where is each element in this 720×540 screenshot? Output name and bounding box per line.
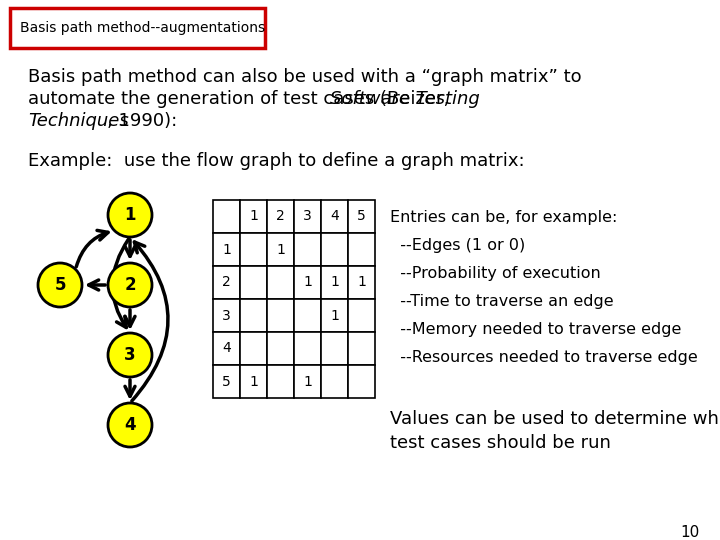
Text: 1: 1 [276, 242, 285, 256]
Bar [240, 266, 267, 299]
Text: --Time to traverse an edge: --Time to traverse an edge [390, 294, 613, 309]
Text: --Probability of execution: --Probability of execution [390, 266, 600, 281]
Bar [267, 266, 294, 299]
Circle shape [108, 403, 152, 447]
Text: Basis path method can also be used with a “graph matrix” to: Basis path method can also be used with … [28, 68, 582, 86]
Bar [240, 365, 267, 398]
Text: 2: 2 [124, 276, 136, 294]
Bar [267, 299, 294, 332]
Circle shape [108, 333, 152, 377]
Bar [348, 200, 375, 233]
Text: 3: 3 [124, 346, 136, 364]
Text: test cases should be run: test cases should be run [390, 434, 611, 452]
Bar [321, 332, 348, 365]
Text: --Edges (1 or 0): --Edges (1 or 0) [390, 238, 526, 253]
Text: 5: 5 [222, 375, 231, 388]
Text: 3: 3 [222, 308, 231, 322]
Text: 3: 3 [303, 210, 312, 224]
Bar [348, 365, 375, 398]
Text: , 1990):: , 1990): [107, 112, 177, 130]
Bar [294, 299, 321, 332]
Text: automate the generation of test cases (Beizer,: automate the generation of test cases (B… [28, 90, 455, 108]
Bar [267, 332, 294, 365]
Bar [240, 200, 267, 233]
Text: 5: 5 [357, 210, 366, 224]
Bar [267, 365, 294, 398]
Circle shape [38, 263, 82, 307]
Text: --Memory needed to traverse edge: --Memory needed to traverse edge [390, 322, 681, 337]
Text: --Resources needed to traverse edge: --Resources needed to traverse edge [390, 350, 698, 365]
Text: 4: 4 [222, 341, 231, 355]
Text: 1: 1 [125, 206, 136, 224]
Circle shape [108, 263, 152, 307]
Text: 1: 1 [303, 275, 312, 289]
Bar [213, 200, 240, 233]
Text: 1: 1 [357, 275, 366, 289]
Bar [213, 332, 240, 365]
Text: 1: 1 [303, 375, 312, 388]
Bar [213, 233, 240, 266]
Text: 4: 4 [124, 416, 136, 434]
Text: Entries can be, for example:: Entries can be, for example: [390, 210, 617, 225]
Bar [348, 332, 375, 365]
Text: 1: 1 [249, 210, 258, 224]
Bar [321, 365, 348, 398]
Text: 1: 1 [249, 375, 258, 388]
Bar [213, 299, 240, 332]
Bar [240, 233, 267, 266]
Text: Example:  use the flow graph to define a graph matrix:: Example: use the flow graph to define a … [28, 152, 525, 170]
Text: Values can be used to determine what: Values can be used to determine what [390, 410, 720, 428]
Bar [321, 266, 348, 299]
Bar [294, 233, 321, 266]
Text: 5: 5 [54, 276, 66, 294]
Bar [294, 266, 321, 299]
Bar [267, 200, 294, 233]
Text: 1: 1 [222, 242, 231, 256]
Text: 10: 10 [680, 525, 700, 540]
Text: Software Testing: Software Testing [330, 90, 480, 108]
Bar [294, 200, 321, 233]
Bar [10, 8, 265, 48]
Text: 1: 1 [330, 308, 339, 322]
Bar [240, 332, 267, 365]
Bar [348, 233, 375, 266]
Text: 1: 1 [330, 275, 339, 289]
Text: 2: 2 [222, 275, 231, 289]
Circle shape [108, 193, 152, 237]
Bar [294, 365, 321, 398]
Bar [321, 200, 348, 233]
Bar [240, 299, 267, 332]
Bar [267, 233, 294, 266]
Text: 4: 4 [330, 210, 339, 224]
Bar [321, 233, 348, 266]
Bar [213, 365, 240, 398]
Text: Techniques: Techniques [28, 112, 129, 130]
Text: Basis path method--augmentations: Basis path method--augmentations [20, 21, 265, 35]
Bar [348, 266, 375, 299]
Text: 2: 2 [276, 210, 285, 224]
Bar [213, 266, 240, 299]
Bar [348, 299, 375, 332]
Bar [294, 332, 321, 365]
Bar [321, 299, 348, 332]
